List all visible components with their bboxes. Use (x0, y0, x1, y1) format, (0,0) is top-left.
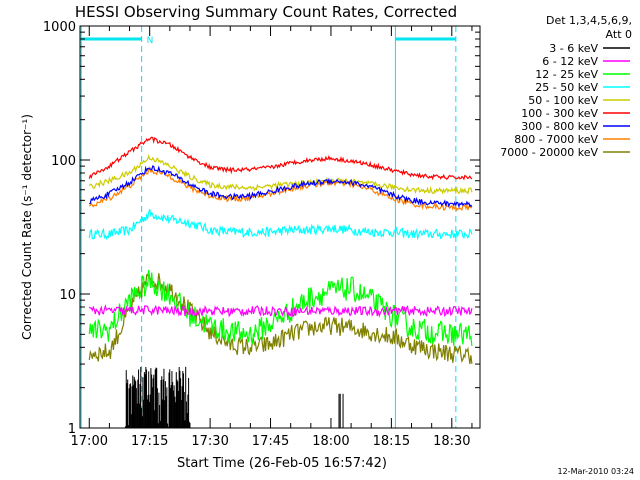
series-line (88, 304, 473, 319)
night-markers: N (80, 26, 457, 428)
series-line (88, 165, 472, 212)
series-25-50-kev (88, 209, 473, 241)
y-tick-label: 10 (59, 288, 76, 303)
flag-label: N (147, 36, 154, 46)
series-line (88, 136, 473, 181)
y-tick-label: 1000 (43, 20, 76, 35)
x-tick-label: 17:00 (71, 434, 108, 449)
legend-label: 800 - 7000 keV (514, 133, 598, 146)
series-50-100-kev (88, 154, 473, 195)
legend-label: 300 - 800 keV (521, 120, 598, 133)
series-100-300-kev (88, 136, 473, 181)
y-tick-label: 100 (51, 154, 76, 169)
chart-title: HESSI Observing Summary Count Rates, Cor… (75, 3, 457, 21)
legend-label: 50 - 100 keV (528, 94, 598, 107)
series-7000-20000-kev (88, 271, 473, 365)
series-line (88, 154, 473, 195)
legend-label: 6 - 12 keV (542, 55, 598, 68)
x-axis-label: Start Time (26-Feb-05 16:57:42) (177, 456, 387, 471)
legend-label: 7000 - 20000 keV (500, 146, 598, 159)
footer-date: 12-Mar-2010 03:24 (558, 467, 635, 476)
series-line (88, 271, 473, 365)
series-line (88, 269, 473, 346)
x-tick-label: 17:30 (191, 434, 228, 449)
x-tick-label: 18:00 (312, 434, 349, 449)
x-tick-label: 17:45 (252, 434, 289, 449)
legend-label: 25 - 50 keV (535, 81, 598, 94)
series-line (88, 209, 473, 241)
series-line (88, 165, 473, 209)
series-12-25-kev (88, 269, 473, 346)
y-axis-label: Corrected Count Rate (s⁻¹ detector⁻¹) (20, 114, 34, 340)
y-tick-label: 1 (68, 422, 76, 437)
legend-header-line-2: Att 0 (606, 28, 632, 41)
legend-header-line-1: Det 1,3,4,5,6,9, (546, 14, 632, 27)
legend-label: 12 - 25 keV (535, 68, 598, 81)
series-300-800-kev (88, 165, 473, 209)
x-tick-label: 17:15 (131, 434, 168, 449)
legend-label: 3 - 6 keV (549, 42, 598, 55)
x-tick-label: 18:30 (433, 434, 470, 449)
series-6-12-kev (88, 304, 473, 319)
axis-ticks: 17:00 17:15 17:30 17:45 18:00 18:15 18:30 1 10 10… (43, 20, 480, 449)
series-800-7000-kev (88, 165, 472, 212)
series-3-6-kev (125, 366, 344, 428)
x-tick-label: 18:15 (373, 434, 410, 449)
legend-label: 100 - 300 keV (521, 107, 598, 120)
series-layer (88, 136, 473, 428)
plot-frame (79, 25, 481, 429)
